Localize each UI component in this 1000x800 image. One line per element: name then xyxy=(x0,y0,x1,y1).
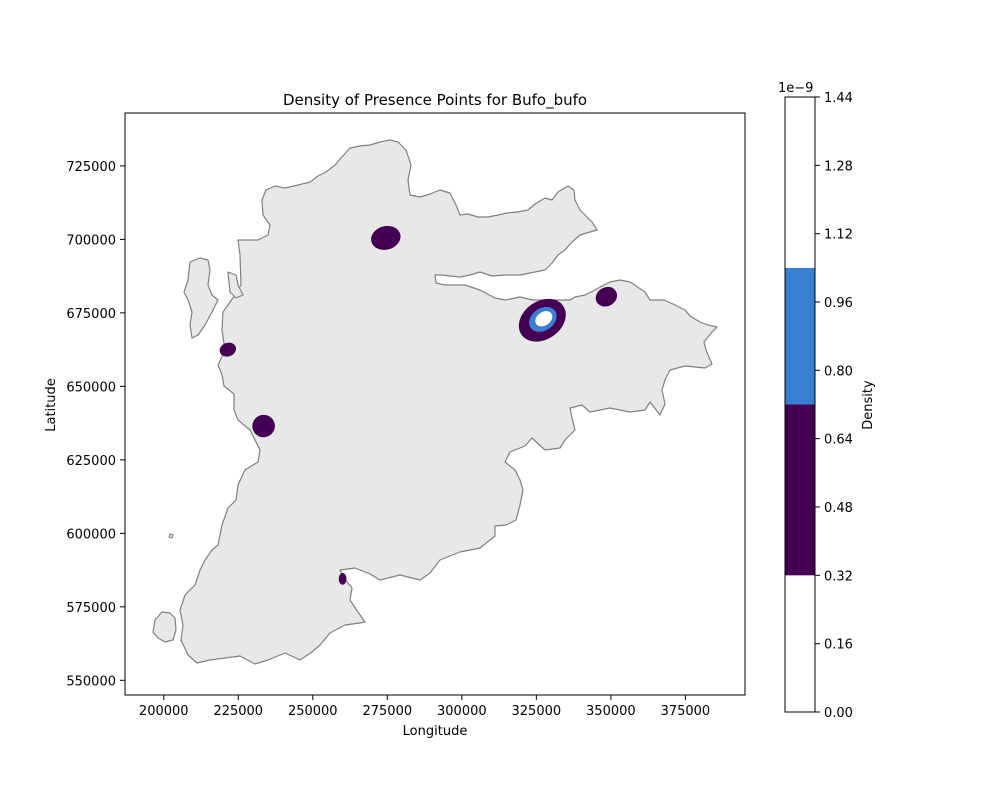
land-group xyxy=(152,139,718,665)
colorbar-tick-label: 1.44 xyxy=(824,91,853,106)
x-axis-label: Longitude xyxy=(403,724,468,739)
islet-polygon xyxy=(168,533,174,539)
axes-frame xyxy=(124,112,746,696)
density-hotspots xyxy=(219,225,618,585)
colorbar-tick-label: 0.32 xyxy=(824,569,853,584)
density-hotspot xyxy=(595,286,618,307)
west-island-polygon xyxy=(183,257,219,339)
x-tick-label: 300000 xyxy=(437,704,487,719)
y-tick-label: 725000 xyxy=(66,160,116,175)
y-tick-label: 700000 xyxy=(66,233,116,248)
small-island-polygon xyxy=(227,271,244,299)
colorbar-tick-label: 1.12 xyxy=(824,228,853,243)
southwest-island-polygon xyxy=(152,611,177,643)
y-tick-label: 550000 xyxy=(66,674,116,689)
density-hotspot xyxy=(535,311,553,327)
colorbar-tick-label: 1.28 xyxy=(824,159,853,174)
colorbar-frame xyxy=(784,96,816,713)
y-tick-label: 675000 xyxy=(66,307,116,322)
x-tick-label: 200000 xyxy=(139,704,189,719)
colorbar-exponent: 1e−9 xyxy=(778,81,813,96)
x-tick-label: 225000 xyxy=(213,704,263,719)
colorbar-tick-label: 0.48 xyxy=(824,501,853,516)
density-hotspot xyxy=(252,414,275,438)
colorbar-band xyxy=(785,575,815,712)
mainland-polygon xyxy=(179,139,718,665)
y-tick-label: 575000 xyxy=(66,601,116,616)
colorbar-band xyxy=(785,267,815,405)
colorbar-tick-label: 0.96 xyxy=(824,296,853,311)
colorbar-tick-label: 0.80 xyxy=(824,364,853,379)
colorbar-tick-label: 0.64 xyxy=(824,433,853,448)
x-tick-label: 250000 xyxy=(288,704,338,719)
chart-title: Density of Presence Points for Bufo_bufo xyxy=(283,91,587,110)
y-axis-ticks: 550000 575000 600000 625000 650000 675000 7000… xyxy=(66,160,125,689)
density-hotspot xyxy=(219,342,237,357)
x-tick-label: 275000 xyxy=(362,704,412,719)
colorbar: 0.00 0.16 0.32 0.48 0.64 0.80 0.96 1.12 1.28 1.44 xyxy=(784,91,853,721)
x-tick-label: 325000 xyxy=(512,704,562,719)
y-tick-label: 625000 xyxy=(66,454,116,469)
x-tick-label: 375000 xyxy=(661,704,711,719)
colorbar-band xyxy=(785,97,815,268)
colorbar-label: Density xyxy=(861,380,876,430)
y-tick-label: 600000 xyxy=(66,527,116,542)
colorbar-tick-label: 0.00 xyxy=(824,706,853,721)
x-tick-label: 350000 xyxy=(586,704,636,719)
colorbar-tick-label: 0.16 xyxy=(824,638,853,653)
x-axis-ticks: 200000 225000 250000 275000 300000 325000 3500… xyxy=(139,695,710,719)
y-tick-label: 650000 xyxy=(66,380,116,395)
density-hotspot xyxy=(371,225,401,250)
density-hotspot xyxy=(338,573,347,585)
colorbar-band xyxy=(785,404,815,576)
y-axis-label: Latitude xyxy=(44,378,59,432)
